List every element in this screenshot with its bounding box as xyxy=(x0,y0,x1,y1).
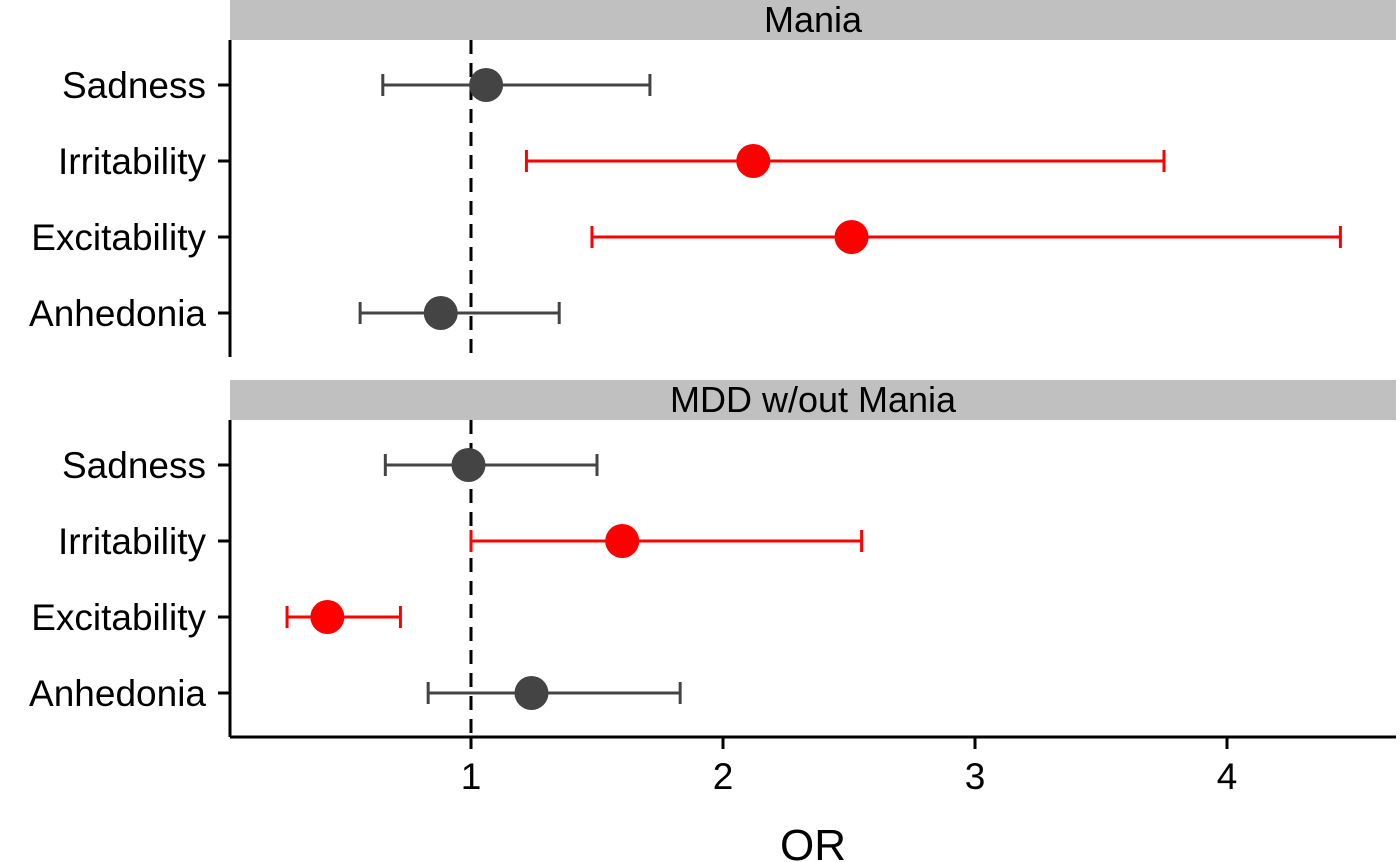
x-axis-title: OR xyxy=(780,821,846,862)
point-estimate xyxy=(736,144,771,178)
y-tick-label: Sadness xyxy=(62,65,206,106)
facet-strip xyxy=(230,0,1396,40)
point-estimate xyxy=(605,524,640,558)
point-estimate xyxy=(451,448,486,482)
y-tick-label: Anhedonia xyxy=(29,293,206,334)
x-tick-label: 4 xyxy=(1217,756,1238,797)
y-tick-label: Sadness xyxy=(62,445,206,486)
point-estimate xyxy=(834,220,869,254)
x-tick-label: 2 xyxy=(713,756,734,797)
point-estimate xyxy=(310,600,345,634)
y-tick-label: Irritability xyxy=(58,521,207,562)
x-tick-label: 3 xyxy=(965,756,986,797)
facet-strip-title: Mania xyxy=(764,0,863,40)
y-tick-label: Excitability xyxy=(31,597,206,638)
point-estimate xyxy=(423,296,458,330)
point-estimate xyxy=(514,676,549,710)
facet-strip-title: MDD w/out Mania xyxy=(670,379,957,420)
y-tick-label: Anhedonia xyxy=(29,673,206,714)
facet-strip xyxy=(230,380,1396,420)
y-tick-label: Irritability xyxy=(58,141,207,182)
x-tick-label: 1 xyxy=(461,756,482,797)
point-estimate xyxy=(469,68,504,102)
y-tick-label: Excitability xyxy=(31,217,206,258)
